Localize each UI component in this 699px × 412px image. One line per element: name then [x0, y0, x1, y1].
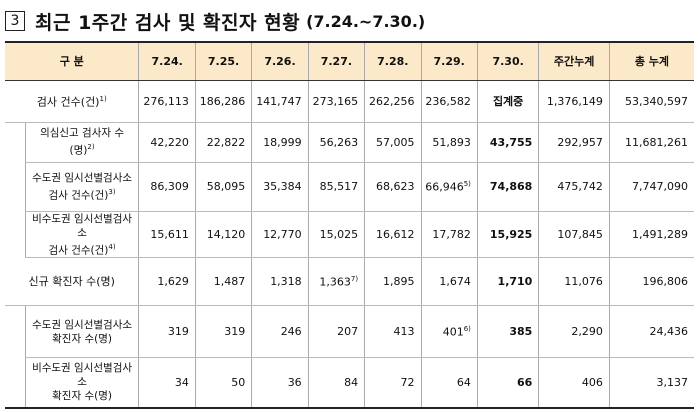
row-label: 비수도권 임시선별검사소 검사 건수(건)4) [24, 211, 139, 258]
table-cell: 74,868 [476, 162, 539, 212]
table-cell: 66,9465) [420, 162, 478, 212]
indent-gutter [5, 122, 25, 162]
table-cell: 186,286 [194, 80, 252, 123]
indent-gutter [5, 357, 26, 409]
section-title-period: (7.24.~7.30.) [306, 11, 426, 31]
indent-gutter [5, 162, 25, 211]
weekly-test-status-table: 구 분 7.24. 7.25. 7.26. 7.27. 7.28. 7.29. … [5, 41, 694, 409]
table-cell: 84 [307, 357, 365, 409]
table-cell: 58,095 [194, 162, 252, 212]
table-cell-weekly: 2,290 [538, 305, 610, 358]
table-cell: 22,822 [194, 122, 252, 163]
table-cell: 319 [194, 305, 252, 358]
table-cell: 42,220 [138, 122, 196, 163]
table-cell: 15,611 [138, 211, 196, 258]
table-cell-total: 24,436 [608, 305, 694, 358]
table-cell: 385 [476, 305, 539, 358]
table-cell-weekly: 107,845 [538, 211, 610, 258]
table-cell: 236,582 [420, 80, 478, 123]
table-cell: 51,893 [420, 122, 478, 163]
table-row: 수도권 임시선별검사소 확진자 수(명) 319 319 246 207 413 … [5, 305, 694, 358]
header-grand-total: 총 누계 [608, 41, 694, 81]
table-cell: 36 [251, 357, 309, 409]
header-date: 7.30. [476, 41, 539, 81]
table-cell: 1,318 [251, 257, 309, 306]
table-cell: 85,517 [307, 162, 365, 212]
header-category: 구 분 [5, 41, 139, 81]
table-cell-weekly: 475,742 [538, 162, 610, 212]
table-cell-weekly: 292,957 [538, 122, 610, 163]
header-date: 7.29. [420, 41, 478, 81]
indent-gutter [5, 211, 25, 258]
header-date: 7.27. [307, 41, 365, 81]
row-label: 신규 확진자 수(명) [5, 257, 139, 306]
table-cell: 43,755 [476, 122, 539, 163]
header-date: 7.25. [194, 41, 252, 81]
table-cell: 273,165 [307, 80, 365, 123]
table-cell-total: 7,747,090 [608, 162, 694, 212]
table-cell-weekly: 406 [538, 357, 610, 409]
table-cell: 50 [194, 357, 252, 409]
table-row: 수도권 임시선별검사소 검사 건수(건)3) 86,309 58,095 35,3… [5, 162, 694, 212]
table-cell: 56,263 [307, 122, 365, 163]
table-row: 비수도권 임시선별검사소 확진자 수(명) 34 50 36 84 72 64 6… [5, 357, 694, 409]
table-cell-pending: 집계중 [476, 80, 539, 123]
header-date: 7.24. [138, 41, 196, 81]
table-cell: 15,025 [307, 211, 365, 258]
table-cell-total: 196,806 [608, 257, 694, 306]
row-label: 수도권 임시선별검사소 검사 건수(건)3) [24, 162, 139, 212]
table-cell-total: 53,340,597 [608, 80, 694, 123]
table-cell: 413 [364, 305, 421, 358]
table-cell: 66 [476, 357, 539, 409]
table-cell: 14,120 [194, 211, 252, 258]
indent-gutter [5, 306, 25, 358]
table-cell: 141,747 [251, 80, 309, 123]
table-cell-weekly: 11,076 [538, 257, 610, 306]
table-cell: 246 [251, 305, 309, 358]
section-number-box: 3 [5, 11, 25, 31]
row-label: 비수도권 임시선별검사소 확진자 수(명) [24, 357, 139, 409]
table-cell: 86,309 [138, 162, 196, 212]
table-cell: 1,710 [476, 257, 539, 306]
section-title-text: 최근 1주간 검사 및 확진자 현황 [35, 11, 301, 34]
table-cell: 1,487 [194, 257, 252, 306]
table-row: 신규 확진자 수(명) 1,629 1,487 1,318 1,3637) 1,… [5, 257, 694, 306]
table-cell-total: 3,137 [608, 357, 694, 409]
table-cell: 4016) [420, 305, 478, 358]
table-cell: 1,3637) [307, 257, 365, 306]
table-cell: 1,629 [138, 257, 196, 306]
table-cell: 12,770 [251, 211, 309, 258]
table-cell: 72 [364, 357, 421, 409]
table-cell: 16,612 [364, 211, 421, 258]
table-cell: 276,113 [138, 80, 196, 123]
table-cell: 1,674 [420, 257, 478, 306]
table-cell: 68,623 [364, 162, 421, 212]
table-row: 의심신고 검사자 수(명)2) 42,220 22,822 18,999 56,… [5, 122, 694, 163]
header-date: 7.26. [251, 41, 309, 81]
table-row: 비수도권 임시선별검사소 검사 건수(건)4) 15,611 14,120 12,… [5, 211, 694, 258]
table-header-row: 구 분 7.24. 7.25. 7.26. 7.27. 7.28. 7.29. … [5, 41, 694, 81]
section-title: 3 최근 1주간 검사 및 확진자 현황 (7.24.~7.30.) [5, 8, 425, 34]
table-cell: 207 [307, 305, 365, 358]
table-cell: 319 [138, 305, 196, 358]
table-cell: 34 [138, 357, 196, 409]
table-cell: 262,256 [364, 80, 421, 123]
table-cell-total: 11,681,261 [608, 122, 694, 163]
row-label: 수도권 임시선별검사소 확진자 수(명) [24, 305, 139, 358]
table-cell: 15,925 [476, 211, 539, 258]
row-label: 의심신고 검사자 수(명)2) [24, 122, 139, 163]
header-weekly-total: 주간누계 [538, 41, 610, 81]
row-label: 검사 건수(건)1) [5, 80, 139, 123]
table-cell-total: 1,491,289 [608, 211, 694, 258]
table-cell: 18,999 [251, 122, 309, 163]
table-cell: 57,005 [364, 122, 421, 163]
table-cell-weekly: 1,376,149 [538, 80, 610, 123]
header-date: 7.28. [364, 41, 421, 81]
table-cell: 35,384 [251, 162, 309, 212]
table-cell: 64 [420, 357, 478, 409]
table-cell: 1,895 [364, 257, 421, 306]
table-row: 검사 건수(건)1) 276,113 186,286 141,747 273,1… [5, 80, 694, 123]
table-cell: 17,782 [420, 211, 478, 258]
